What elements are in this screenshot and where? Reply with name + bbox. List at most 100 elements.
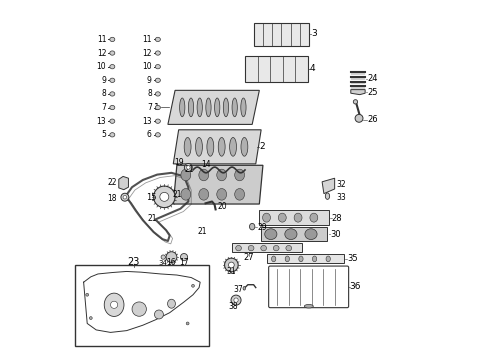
Ellipse shape — [278, 213, 286, 222]
Ellipse shape — [231, 295, 241, 305]
Text: 8: 8 — [147, 89, 152, 98]
Text: 34: 34 — [159, 260, 168, 266]
Ellipse shape — [235, 189, 245, 200]
Ellipse shape — [161, 255, 166, 259]
Text: 13: 13 — [142, 117, 152, 126]
Ellipse shape — [285, 229, 297, 239]
Text: 3: 3 — [311, 29, 317, 38]
Text: 36: 36 — [350, 282, 361, 291]
Text: 37: 37 — [233, 284, 243, 293]
Text: 7: 7 — [147, 103, 152, 112]
Text: 32: 32 — [337, 180, 346, 189]
Ellipse shape — [110, 92, 115, 96]
Ellipse shape — [180, 98, 185, 117]
Polygon shape — [254, 23, 309, 45]
Ellipse shape — [197, 98, 202, 117]
Ellipse shape — [265, 229, 277, 239]
Text: 13: 13 — [97, 117, 106, 126]
Ellipse shape — [355, 114, 363, 122]
Ellipse shape — [110, 64, 115, 69]
Ellipse shape — [230, 138, 237, 156]
Text: 27: 27 — [243, 253, 254, 262]
Ellipse shape — [121, 193, 129, 201]
Ellipse shape — [217, 189, 226, 200]
Text: 30: 30 — [330, 230, 341, 239]
Ellipse shape — [155, 78, 160, 82]
Text: 10: 10 — [142, 62, 152, 71]
Ellipse shape — [313, 256, 317, 262]
Bar — [74, 265, 209, 346]
Ellipse shape — [196, 138, 202, 156]
Ellipse shape — [123, 195, 126, 199]
Text: 21: 21 — [147, 214, 156, 223]
Ellipse shape — [248, 246, 254, 251]
Text: 28: 28 — [332, 214, 343, 223]
Polygon shape — [168, 90, 259, 125]
Ellipse shape — [180, 253, 188, 261]
Ellipse shape — [304, 305, 313, 308]
Ellipse shape — [110, 133, 115, 137]
Ellipse shape — [155, 133, 160, 137]
Text: 2: 2 — [259, 142, 265, 151]
Ellipse shape — [160, 192, 169, 201]
Ellipse shape — [217, 169, 226, 181]
Text: 10: 10 — [97, 62, 106, 71]
Text: 18: 18 — [107, 194, 117, 203]
Ellipse shape — [249, 224, 255, 230]
FancyBboxPatch shape — [269, 266, 349, 308]
Ellipse shape — [110, 51, 115, 55]
Bar — [259, 211, 329, 225]
Text: 14: 14 — [201, 161, 210, 170]
Polygon shape — [119, 176, 128, 190]
Ellipse shape — [286, 246, 292, 251]
Text: 38: 38 — [229, 302, 238, 311]
Ellipse shape — [325, 193, 330, 199]
Ellipse shape — [187, 166, 190, 169]
Polygon shape — [173, 130, 261, 164]
Ellipse shape — [199, 169, 209, 181]
Ellipse shape — [236, 246, 242, 251]
Ellipse shape — [104, 293, 124, 316]
Text: 11: 11 — [142, 35, 152, 44]
Ellipse shape — [110, 119, 115, 123]
Text: 11: 11 — [97, 35, 106, 44]
Ellipse shape — [111, 301, 118, 309]
Ellipse shape — [234, 298, 238, 302]
Ellipse shape — [299, 256, 303, 262]
Text: 5: 5 — [101, 130, 106, 139]
Ellipse shape — [166, 252, 177, 262]
Ellipse shape — [353, 100, 358, 104]
Text: 8: 8 — [101, 89, 106, 98]
Ellipse shape — [181, 189, 191, 200]
Ellipse shape — [273, 246, 279, 251]
Ellipse shape — [218, 138, 225, 156]
Text: 31: 31 — [226, 267, 236, 276]
Text: 1: 1 — [154, 103, 160, 112]
Ellipse shape — [89, 317, 92, 319]
Ellipse shape — [154, 310, 164, 319]
Ellipse shape — [232, 98, 237, 117]
Text: 21: 21 — [172, 190, 182, 199]
Polygon shape — [351, 90, 365, 95]
Text: 9: 9 — [147, 76, 152, 85]
Text: 22: 22 — [107, 178, 117, 187]
Text: 21: 21 — [185, 165, 194, 174]
Bar — [232, 243, 302, 252]
Text: 33: 33 — [337, 193, 346, 202]
Ellipse shape — [285, 256, 290, 262]
Ellipse shape — [184, 163, 192, 171]
Ellipse shape — [241, 98, 246, 117]
Text: 26: 26 — [367, 115, 378, 124]
Ellipse shape — [155, 92, 160, 96]
Ellipse shape — [305, 229, 317, 239]
Text: 4: 4 — [310, 64, 315, 73]
Polygon shape — [245, 55, 308, 82]
Text: 35: 35 — [347, 255, 358, 264]
Text: 21: 21 — [198, 228, 207, 237]
Ellipse shape — [223, 98, 228, 117]
Polygon shape — [322, 178, 335, 194]
Ellipse shape — [132, 302, 147, 316]
Ellipse shape — [263, 213, 270, 222]
Ellipse shape — [110, 37, 115, 41]
Ellipse shape — [86, 293, 89, 296]
